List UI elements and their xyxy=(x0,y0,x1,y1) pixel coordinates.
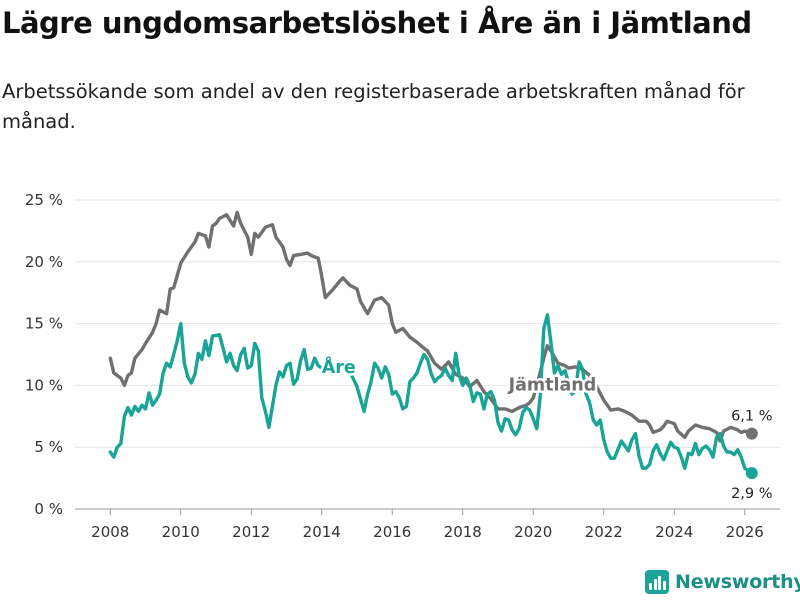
y-gridlines xyxy=(75,199,780,510)
x-tick-label: 2010 xyxy=(162,523,200,541)
y-tick-label: 25 % xyxy=(25,191,63,209)
x-tick-label: 2024 xyxy=(655,523,693,541)
newsworthy-brand: Newsworthy xyxy=(645,568,800,596)
x-tick-label: 2016 xyxy=(373,523,411,541)
y-tick-label: 0 % xyxy=(34,500,63,518)
y-tick-label: 20 % xyxy=(25,253,63,271)
x-tick-label: 2008 xyxy=(91,523,129,541)
bar-chart-icon xyxy=(645,570,669,594)
endpoint-dot-jamtland xyxy=(745,427,758,440)
y-tick-label: 15 % xyxy=(25,315,63,333)
x-tick-label: 2020 xyxy=(514,523,552,541)
line-chart: 0 %5 %10 %15 %20 %25 % 2008 2010 2012 2014 2… xyxy=(25,191,780,541)
series-lines: 6,1 % 2,9 % xyxy=(108,210,773,502)
series-label-are: Åre xyxy=(322,355,356,378)
y-tick-label: 10 % xyxy=(25,376,63,394)
series-line-jamtland xyxy=(108,210,754,443)
chart-subtitle: Arbetssökande som andel av den registerb… xyxy=(2,80,745,133)
chart-title: Lägre ungdomsarbetslöshet i Åre än i Jäm… xyxy=(2,6,752,40)
y-tick-label: 5 % xyxy=(34,438,63,456)
brand-name: Newsworthy xyxy=(675,571,800,593)
end-value-label-are: 2,9 % xyxy=(731,486,772,502)
series-annotations: Åre Jämtland xyxy=(319,353,599,398)
x-tick-label: 2012 xyxy=(232,523,270,541)
end-value-label-jamtland: 6,1 % xyxy=(731,409,772,425)
x-tick-label: 2014 xyxy=(303,523,341,541)
endpoint-dot-are xyxy=(745,467,758,480)
series-line-are xyxy=(108,313,754,475)
x-tick-label: 2022 xyxy=(585,523,623,541)
series-label-jamtland: Jämtland xyxy=(508,375,597,395)
x-tick-label: 2026 xyxy=(726,523,764,541)
x-tick-label: 2018 xyxy=(444,523,482,541)
y-axis-labels: 0 % 5 % 10 % 15 % 20 % 25 % xyxy=(25,191,63,518)
x-axis: 2008 2010 2012 2014 2016 2018 2020 2022 2024 2026 xyxy=(91,509,764,541)
